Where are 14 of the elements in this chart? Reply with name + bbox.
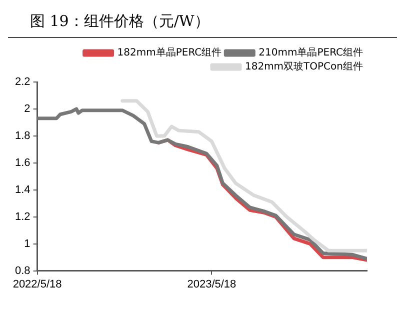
y-tick-label: 1 (24, 238, 30, 250)
y-tick-label: 1.4 (14, 184, 30, 196)
chart-title: 图 19：组件价格（元/W） (8, 8, 397, 38)
legend-label: 182mm单晶PERC组件 (117, 46, 222, 59)
y-tick-label: 2 (24, 103, 30, 116)
y-tick-label: 2.2 (14, 76, 30, 88)
legend-label: 182mm双玻TOPCon组件 (244, 60, 364, 73)
y-tick-label: 1.2 (14, 210, 30, 223)
y-tick-label: 1.6 (14, 156, 30, 169)
x-tick-label: 2022/5/18 (12, 278, 62, 290)
y-tick-label: 1.8 (14, 130, 30, 142)
legend-label: 210mm单晶PERC组件 (258, 46, 364, 59)
x-tick-label: 2023/5/18 (187, 278, 236, 290)
y-tick-label: 0.8 (14, 264, 30, 277)
